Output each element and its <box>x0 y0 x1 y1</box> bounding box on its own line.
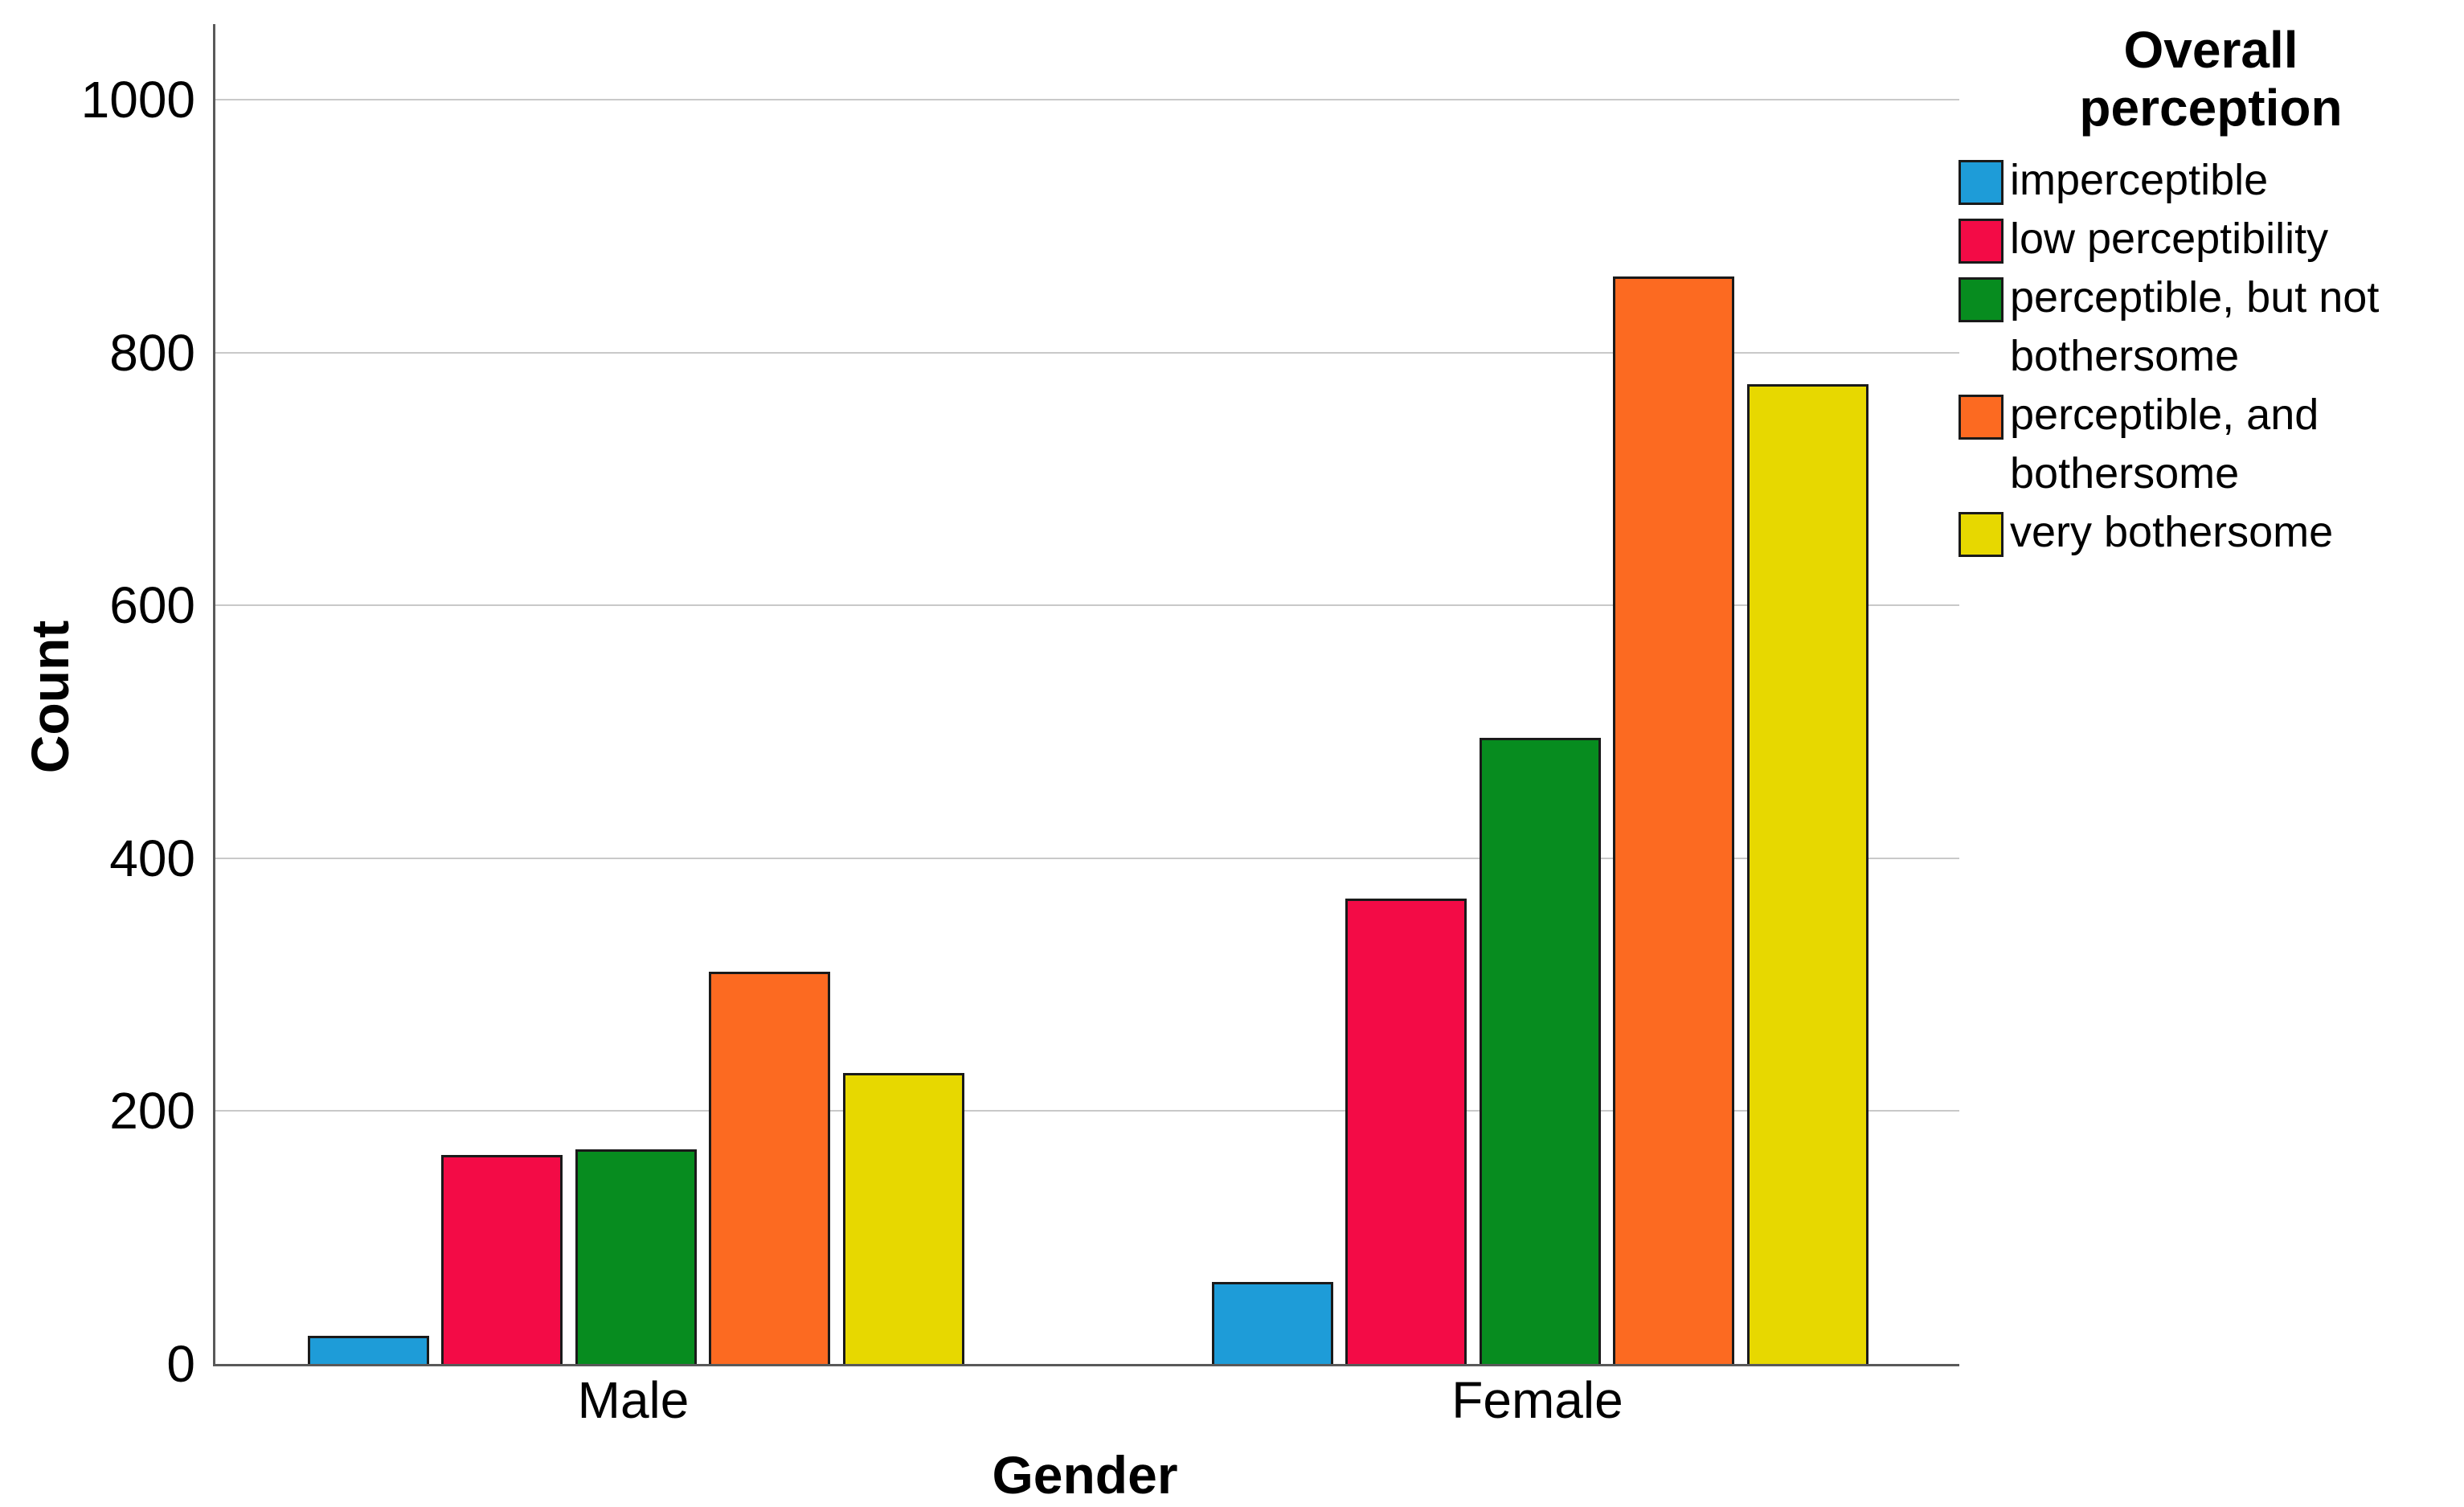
legend-label: perceptible, but not bothersome <box>2010 273 2380 380</box>
plot-area <box>213 24 1959 1366</box>
bar-male-imperceptible <box>307 1336 429 1364</box>
y-tick-label-600: 600 <box>109 576 195 635</box>
legend-item: low perceptibility <box>1959 210 2463 268</box>
legend: Overall perception imperceptible low perc… <box>1959 21 2463 562</box>
legend-label: very bothersome <box>2010 508 2334 556</box>
bar-male-low-perceptibility <box>441 1155 563 1364</box>
legend-swatch-icon <box>1959 219 2004 264</box>
legend-swatch-icon <box>1959 160 2004 205</box>
legend-label: perceptible, and bothersome <box>2010 391 2319 498</box>
x-category-label-male: Male <box>577 1371 690 1429</box>
legend-item: imperceptible <box>1959 151 2463 210</box>
y-axis-title: Count <box>20 620 80 774</box>
legend-label: low perceptibility <box>2010 215 2329 263</box>
gridline-200 <box>215 1110 1959 1112</box>
legend-item: very bothersome <box>1959 503 2463 562</box>
gridline-400 <box>215 857 1959 859</box>
gridline-800 <box>215 351 1959 354</box>
gridline-1000 <box>215 99 1959 100</box>
bar-male-perceptible-but-not-bothersome <box>575 1149 697 1364</box>
bar-male-very-bothersome <box>842 1073 964 1364</box>
bar-female-very-bothersome <box>1746 384 1868 1364</box>
y-tick-label-400: 400 <box>109 829 195 887</box>
y-tick-label-0: 0 <box>166 1335 195 1393</box>
x-category-label-female: Female <box>1451 1371 1623 1429</box>
legend-item: perceptible, and bothersome <box>1959 386 2463 503</box>
legend-swatch-icon <box>1959 277 2004 322</box>
legend-items: imperceptible low perceptibility perceptib… <box>1959 151 2463 562</box>
legend-swatch-icon <box>1959 395 2004 440</box>
legend-title: Overall perception <box>2079 21 2343 137</box>
legend-item: perceptible, but not bothersome <box>1959 268 2463 386</box>
y-tick-label-1000: 1000 <box>80 71 195 129</box>
bar-female-imperceptible <box>1211 1282 1333 1364</box>
legend-label: imperceptible <box>2010 156 2269 204</box>
gridline-600 <box>215 604 1959 607</box>
bar-male-perceptible-and-bothersome <box>709 972 830 1364</box>
bar-female-perceptible-but-not-bothersome <box>1479 738 1601 1364</box>
bar-female-perceptible-and-bothersome <box>1613 276 1734 1364</box>
legend-swatch-icon <box>1959 512 2004 557</box>
y-tick-label-200: 200 <box>109 1082 195 1140</box>
x-axis-title: Gender <box>992 1445 1178 1505</box>
y-tick-label-800: 800 <box>109 323 195 382</box>
bar-female-low-perceptibility <box>1345 899 1467 1364</box>
